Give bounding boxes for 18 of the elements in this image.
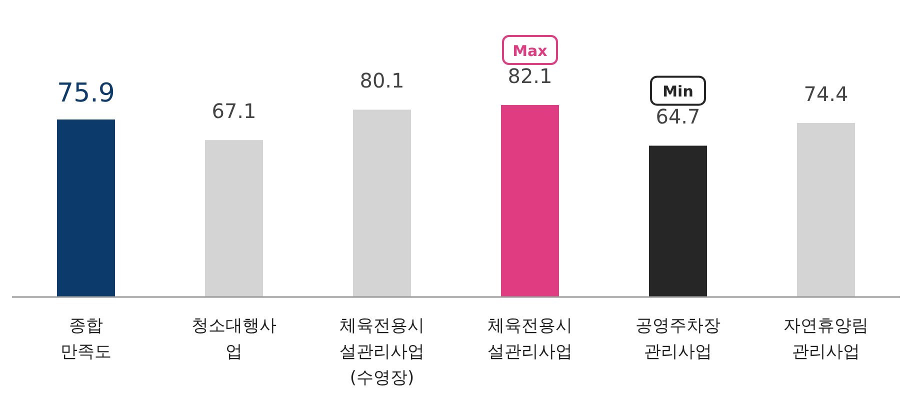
x-tick-label: 청소대행사 업: [192, 316, 276, 362]
data-label: 74.4: [804, 82, 848, 106]
data-label: 75.9: [57, 78, 115, 108]
data-label: 64.7: [656, 104, 700, 129]
bar: [205, 140, 263, 297]
x-tick-label: 체육전용시 설관리사업 (수영장): [340, 316, 424, 388]
data-label: 67.1: [212, 99, 256, 124]
x-tick-label: 자연휴양림 관리사업: [784, 316, 868, 362]
x-tick-label: 체육전용시 설관리사업: [488, 316, 572, 362]
bar: [649, 146, 707, 297]
x-tick-label: 공영주차장 관리사업: [636, 316, 720, 362]
bar: [353, 110, 411, 297]
data-label: 80.1: [360, 68, 404, 93]
bar: [797, 123, 855, 297]
data-label: 82.1: [508, 64, 552, 88]
x-tick-label: 종합 만족도: [60, 316, 112, 362]
bar: [57, 120, 115, 297]
bar: [501, 105, 559, 297]
